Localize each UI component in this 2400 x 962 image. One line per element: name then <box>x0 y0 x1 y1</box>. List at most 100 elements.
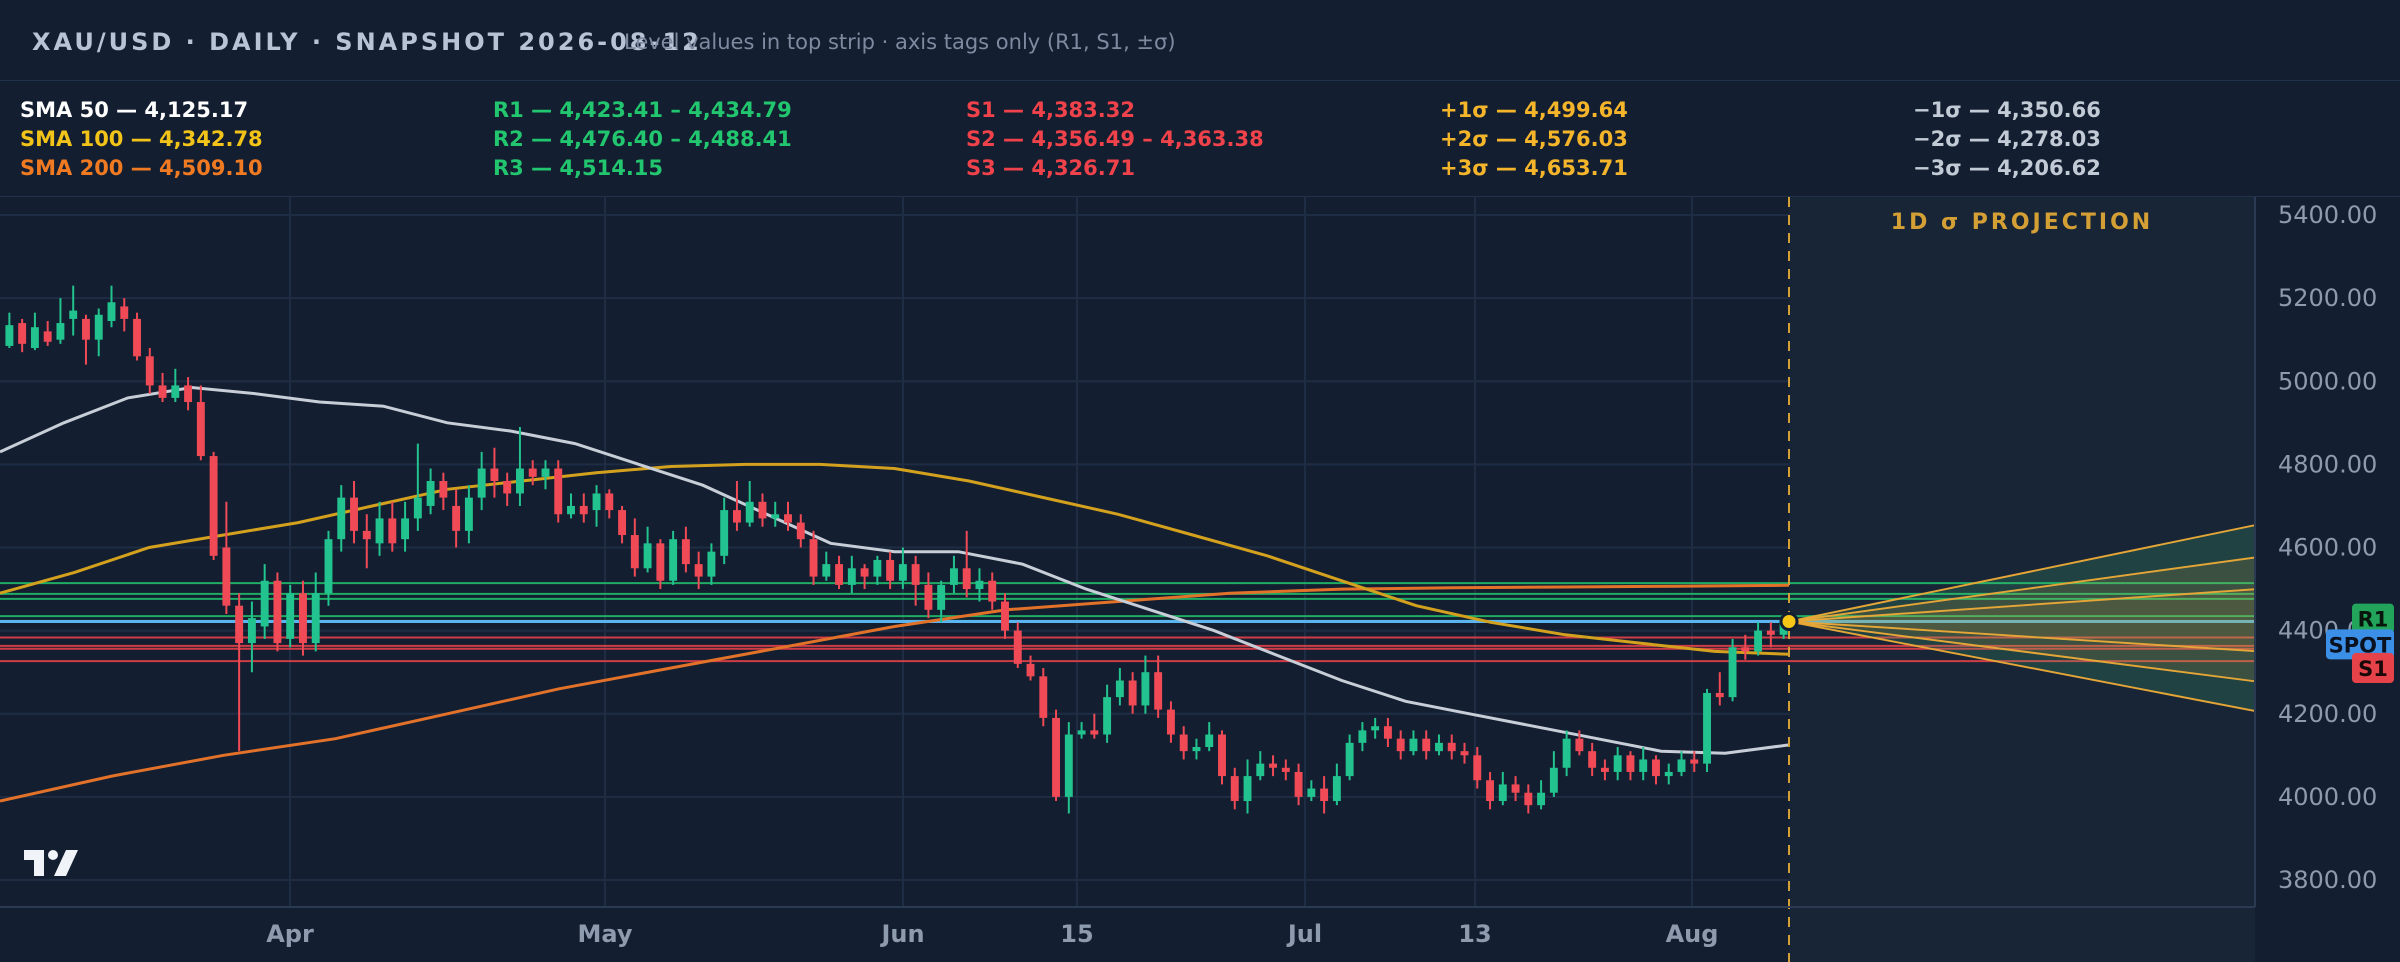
axis-tag-label: S1 <box>2358 657 2388 681</box>
candle <box>618 505 627 544</box>
sma50-level: SMA 50 — 4,125.17 <box>20 98 249 122</box>
candle-body <box>1230 776 1239 802</box>
candle <box>579 493 588 523</box>
candle <box>1128 672 1137 714</box>
candle <box>707 543 716 585</box>
candle <box>1766 622 1775 648</box>
candle <box>1664 763 1673 785</box>
candle-body <box>1128 680 1137 706</box>
candle <box>464 485 473 544</box>
candle <box>286 584 295 648</box>
candle <box>567 493 575 519</box>
candle <box>669 530 678 585</box>
candle-body <box>1001 601 1009 631</box>
r3-level: R3 — 4,514.15 <box>493 156 664 180</box>
candle <box>1090 713 1099 739</box>
candle <box>1230 767 1239 810</box>
candle-body <box>1741 647 1750 652</box>
candle-body <box>1537 792 1546 806</box>
candle <box>362 514 371 569</box>
candle-body <box>1715 692 1724 698</box>
candle <box>732 481 741 531</box>
candle <box>1626 751 1635 781</box>
candle-body <box>1549 767 1558 793</box>
candle-body <box>1179 734 1188 752</box>
candle-body <box>1013 630 1022 664</box>
candle-body <box>145 356 154 386</box>
candle <box>1307 780 1316 802</box>
candle-body <box>1447 742 1456 752</box>
candle-body <box>554 468 563 515</box>
candle-body <box>69 310 78 319</box>
candle <box>350 481 358 544</box>
candle-body <box>1307 788 1316 797</box>
candle-body <box>822 564 831 577</box>
candle-body <box>1052 717 1061 797</box>
spot-marker <box>1779 611 1799 631</box>
candle-body <box>1103 697 1112 735</box>
axis-tag-r1: R1 <box>2352 603 2394 634</box>
candle-body <box>1754 630 1763 652</box>
candle <box>1371 717 1380 739</box>
chart-title: XAU/USD · DAILY · SNAPSHOT 2026-08-12 <box>32 28 702 56</box>
candle <box>401 501 410 552</box>
candle-body <box>1690 759 1699 764</box>
candle-body <box>1205 734 1214 747</box>
candle <box>1728 638 1737 702</box>
candle-body <box>835 564 844 585</box>
candle <box>860 564 869 590</box>
candle-body <box>43 331 52 342</box>
support-column: S1 — 4,383.32 S2 — 4,356.49 – 4,363.38 S… <box>966 96 1264 183</box>
candle <box>1422 730 1431 760</box>
candle <box>1511 776 1520 802</box>
candle-body <box>1039 676 1048 718</box>
candle-body <box>196 402 205 457</box>
candle-body <box>1664 771 1673 777</box>
candle-body <box>643 543 652 569</box>
candle-body <box>1396 738 1405 752</box>
candle-body <box>1281 767 1290 772</box>
candle <box>796 514 805 548</box>
axis-tag-bg <box>2352 603 2394 634</box>
candle <box>886 551 895 590</box>
candle <box>1383 717 1392 747</box>
y-tick-label: 3800.00 <box>2278 866 2377 894</box>
candle <box>911 555 920 606</box>
candle <box>1077 722 1086 739</box>
candle-body <box>1141 672 1150 706</box>
candle <box>1447 734 1456 760</box>
plus3-sigma-level: +3σ — 4,653.71 <box>1440 156 1628 180</box>
candle-body <box>362 530 371 540</box>
candle <box>120 298 129 332</box>
candle <box>924 572 933 619</box>
candle <box>1690 751 1699 772</box>
candle <box>1575 730 1584 756</box>
candle <box>94 308 103 357</box>
candle-body <box>707 551 716 577</box>
axis-tag-bg <box>2352 653 2394 684</box>
candle-body <box>350 497 358 531</box>
candle-body <box>1703 692 1711 764</box>
candle <box>937 580 946 623</box>
candle-body <box>1498 784 1507 802</box>
candle <box>592 485 601 527</box>
candle <box>1205 722 1214 752</box>
candle-body <box>796 522 805 540</box>
candle <box>873 555 882 585</box>
candle-body <box>1320 788 1329 802</box>
candle-body <box>1613 755 1622 772</box>
candle <box>1269 755 1278 777</box>
candle <box>1677 751 1686 777</box>
candle-body <box>158 385 167 398</box>
candle-body <box>299 593 307 644</box>
x-tick-label: Jul <box>1286 920 1322 948</box>
candle <box>477 451 486 511</box>
candle <box>630 518 639 577</box>
resistance-column: R1 — 4,423.41 – 4,434.79 R2 — 4,476.40 –… <box>493 96 792 183</box>
candle <box>145 348 154 394</box>
candle-body <box>1575 738 1584 752</box>
candle <box>656 539 665 590</box>
candle-body <box>503 481 512 494</box>
candle <box>43 320 52 346</box>
